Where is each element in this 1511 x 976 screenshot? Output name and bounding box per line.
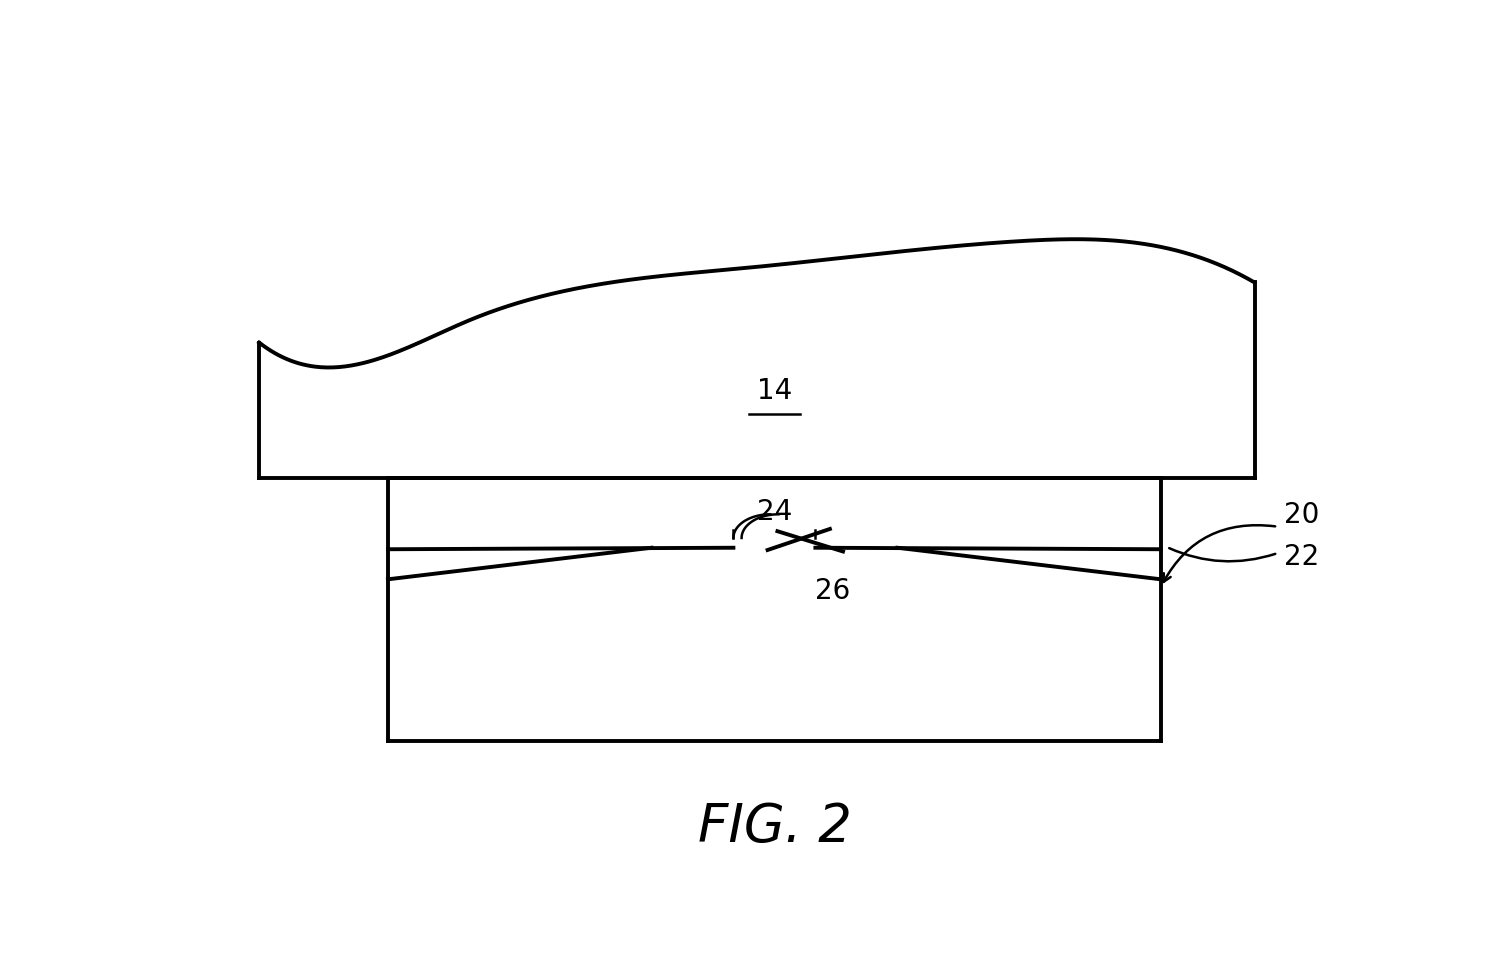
Text: 14: 14 — [757, 378, 792, 405]
Text: FIG. 2: FIG. 2 — [698, 801, 851, 853]
Text: 22: 22 — [1284, 543, 1319, 571]
Text: 24: 24 — [757, 498, 792, 526]
Text: 20: 20 — [1284, 502, 1319, 529]
Text: 26: 26 — [816, 577, 851, 604]
